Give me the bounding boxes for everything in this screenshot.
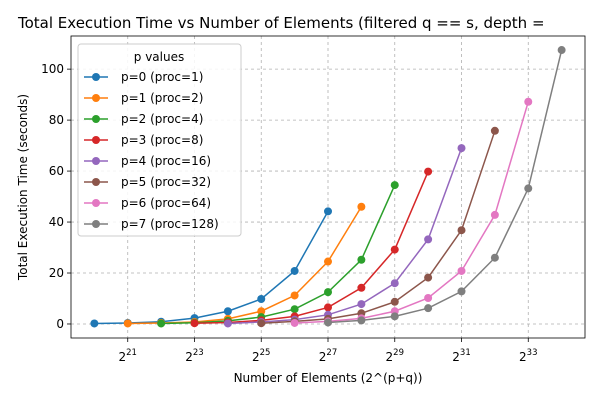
data-point xyxy=(357,283,366,292)
legend-marker xyxy=(92,199,100,207)
legend-marker xyxy=(92,157,100,165)
legend-marker xyxy=(92,73,100,81)
data-point xyxy=(457,144,466,153)
x-axis-label: Number of Elements (2^(p+q)) xyxy=(234,371,423,385)
data-point xyxy=(524,97,533,106)
series-line xyxy=(294,101,529,324)
data-point xyxy=(324,207,332,216)
legend-label: p=5 (proc=32) xyxy=(121,175,211,189)
x-tick-label: 225 xyxy=(252,348,270,364)
legend-label: p=1 (proc=2) xyxy=(121,91,203,105)
x-axis: 221 223 225 227 229 231 233 xyxy=(119,338,537,364)
data-point xyxy=(524,184,533,193)
legend-item: p=1 (proc=2) xyxy=(84,91,203,105)
y-tick-label: 0 xyxy=(56,317,64,331)
data-point xyxy=(223,307,232,316)
data-point xyxy=(490,253,499,262)
data-point xyxy=(324,318,332,327)
data-point xyxy=(157,319,166,328)
data-point xyxy=(257,295,266,304)
legend-items: p=0 (proc=1) p=1 (proc=2) p=2 (proc=4) p=3 … xyxy=(84,70,219,231)
data-point xyxy=(324,303,332,312)
data-point xyxy=(90,319,99,328)
data-point xyxy=(390,181,399,190)
legend-label: p=3 (proc=8) xyxy=(121,133,203,147)
legend-item: p=4 (proc=16) xyxy=(84,154,211,168)
data-point xyxy=(357,316,366,325)
data-point xyxy=(424,273,433,282)
data-point xyxy=(123,319,132,328)
data-point xyxy=(357,202,366,211)
legend-label: p=4 (proc=16) xyxy=(121,154,211,168)
legend-marker xyxy=(92,115,100,123)
chart-title: Total Execution Time vs Number of Elemen… xyxy=(17,14,545,32)
x-tick-label: 221 xyxy=(119,348,137,364)
data-point xyxy=(457,226,466,235)
legend-item: p=0 (proc=1) xyxy=(84,70,203,84)
data-point xyxy=(324,257,332,266)
data-point xyxy=(223,319,232,328)
x-tick-label: 233 xyxy=(519,348,537,364)
data-point xyxy=(290,318,299,327)
data-point xyxy=(457,266,466,275)
legend-marker xyxy=(92,94,100,102)
y-axis-label: Total Execution Time (seconds) xyxy=(16,94,30,281)
legend-label: p=6 (proc=64) xyxy=(121,196,211,210)
series-7 xyxy=(324,46,566,327)
data-point xyxy=(490,210,499,219)
legend-item: p=5 (proc=32) xyxy=(84,175,211,189)
x-tick-label: 229 xyxy=(386,348,404,364)
y-axis: 0 20 40 60 80 100 xyxy=(41,62,71,331)
y-tick-label: 20 xyxy=(49,266,64,280)
series-lines xyxy=(90,46,566,328)
data-point xyxy=(357,300,366,309)
data-point xyxy=(557,46,566,55)
legend-title: p values xyxy=(134,50,184,64)
legend-box xyxy=(77,43,242,237)
y-tick-label: 100 xyxy=(41,62,64,76)
legend: p values p=0 (proc=1) p=1 (proc=2) p=2 (pr… xyxy=(77,43,242,237)
legend-item: p=7 (proc=128) xyxy=(84,217,219,231)
legend-item: p=6 (proc=64) xyxy=(84,196,211,210)
data-point xyxy=(290,291,299,300)
legend-item: p=2 (proc=4) xyxy=(84,112,203,126)
data-point xyxy=(424,167,433,176)
data-point xyxy=(190,319,199,328)
legend-label: p=0 (proc=1) xyxy=(121,70,203,84)
series-line xyxy=(194,171,429,324)
data-point xyxy=(457,287,466,296)
legend-label: p=2 (proc=4) xyxy=(121,112,203,126)
data-point xyxy=(290,305,299,314)
data-point xyxy=(390,312,399,321)
data-point xyxy=(424,235,433,244)
x-tick-label: 231 xyxy=(452,348,470,364)
data-point xyxy=(290,266,299,275)
legend-marker xyxy=(92,178,100,186)
legend-marker xyxy=(92,136,100,144)
series-line xyxy=(227,147,463,325)
data-point xyxy=(390,279,399,288)
x-tick-label: 223 xyxy=(185,348,203,364)
data-point xyxy=(257,307,266,316)
data-point xyxy=(390,297,399,306)
data-point xyxy=(424,293,433,302)
data-point xyxy=(390,245,399,254)
y-tick-label: 80 xyxy=(49,113,64,127)
series-line xyxy=(327,49,563,324)
legend-item: p=3 (proc=8) xyxy=(84,133,203,147)
data-point xyxy=(257,319,266,328)
data-point xyxy=(490,126,499,135)
data-point xyxy=(324,288,332,297)
legend-label: p=7 (proc=128) xyxy=(121,217,219,231)
series-line xyxy=(261,130,496,324)
y-tick-label: 60 xyxy=(49,164,64,178)
x-tick-label: 227 xyxy=(319,348,337,364)
y-tick-label: 40 xyxy=(49,215,64,229)
legend-marker xyxy=(92,220,100,228)
data-point xyxy=(357,255,366,264)
data-point xyxy=(424,304,433,313)
